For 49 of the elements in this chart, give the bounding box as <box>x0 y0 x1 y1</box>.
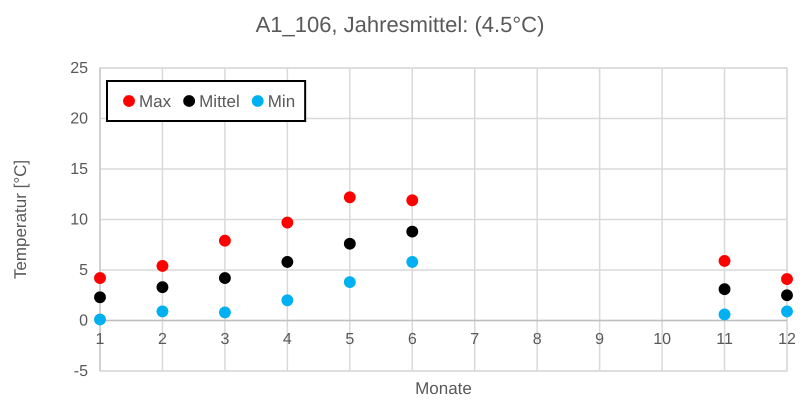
x-tick-label: 1 <box>96 330 105 348</box>
x-tick-label: 7 <box>470 330 480 348</box>
x-tick-label: 10 <box>653 330 672 348</box>
point <box>406 226 418 238</box>
x-tick-label: 8 <box>532 330 542 348</box>
y-tick-label: -5 <box>74 363 88 380</box>
point <box>781 273 793 285</box>
x-tick-label: 2 <box>158 330 167 348</box>
y-tick-label: 10 <box>70 212 88 229</box>
y-tick-label: 25 <box>70 60 88 78</box>
point <box>156 306 168 318</box>
point <box>281 256 294 268</box>
y-tick-label: 20 <box>70 110 88 128</box>
point <box>218 234 231 247</box>
x-tick-label: 12 <box>778 330 796 348</box>
point <box>406 194 418 206</box>
point <box>781 289 793 302</box>
x-tick-label: 4 <box>282 330 292 348</box>
point <box>156 281 168 294</box>
x-tick-label: 6 <box>408 330 417 348</box>
y-tick-label: 0 <box>79 312 88 330</box>
point <box>281 294 294 306</box>
point <box>718 255 730 267</box>
x-tick-label: 3 <box>220 330 230 348</box>
point <box>94 314 106 326</box>
x-tick-label: 9 <box>595 330 604 348</box>
legend-label: Mittel <box>199 92 240 111</box>
point <box>406 256 418 268</box>
x-tick-label: 11 <box>716 330 733 348</box>
point <box>718 283 730 296</box>
point <box>218 306 231 318</box>
y-tick-label: 5 <box>79 262 88 280</box>
point <box>718 308 730 320</box>
point <box>94 272 106 284</box>
x-axis-title: Monate <box>415 379 472 398</box>
point <box>218 272 231 284</box>
y-tick-label: 15 <box>70 161 88 178</box>
y-axis-title: Temperatur [°C] <box>11 160 30 280</box>
point <box>281 216 294 228</box>
point <box>344 238 356 250</box>
point <box>781 306 793 318</box>
point <box>344 276 356 288</box>
point <box>94 291 106 304</box>
point <box>156 260 168 272</box>
legend-label: Min <box>268 92 296 111</box>
chart-title: A1_106, Jahresmittel: (4.5°C) <box>256 12 544 37</box>
x-tick-label: 5 <box>345 330 354 348</box>
legend-label: Max <box>139 92 172 111</box>
point <box>344 191 356 204</box>
